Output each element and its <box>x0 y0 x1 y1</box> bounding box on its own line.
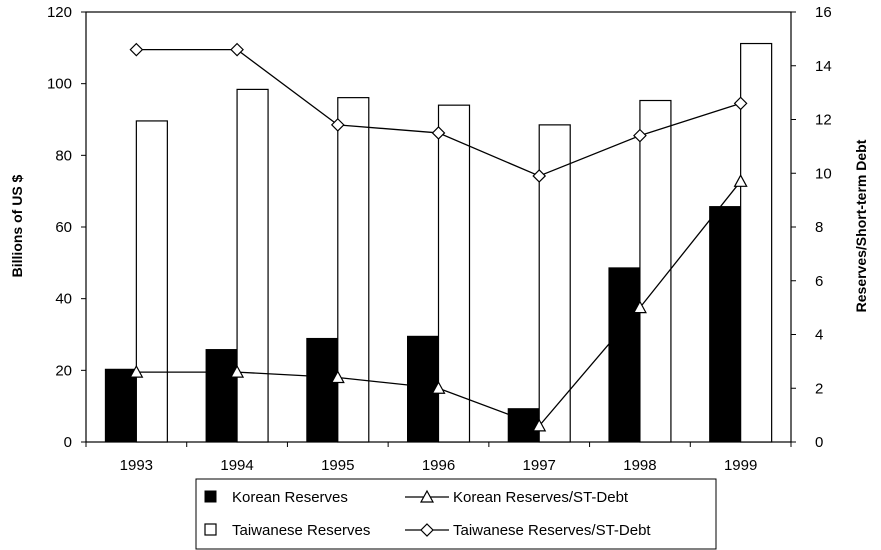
chart-marks <box>104 42 773 443</box>
legend-box <box>195 478 717 550</box>
y2-tick-label-12: 12 <box>815 112 832 129</box>
y2-tick-label-8: 8 <box>815 219 823 236</box>
point-taiwanese-ratio-1993 <box>129 42 144 57</box>
bar-korean-reserves-1997 <box>507 408 540 443</box>
point-korean-ratio-1997 <box>532 418 547 432</box>
y2-axis-title: Reserves/Short-term Debt <box>853 139 869 312</box>
y-tick-label-120: 120 <box>47 4 72 21</box>
y-tick-label-0: 0 <box>64 434 72 451</box>
axes: 0 20 40 60 80 100 120 0 2 4 6 8 10 12 14 16 1993 1994 1995… <box>47 4 832 474</box>
point-taiwanese-ratio-1998 <box>633 128 647 143</box>
point-korean-ratio-1998 <box>632 300 647 314</box>
y2-tick-label-2: 2 <box>815 380 823 397</box>
bar-taiwanese-reserves-1994 <box>236 88 269 443</box>
y2-tick-label-6: 6 <box>815 273 823 290</box>
y-tick-label-80: 80 <box>55 147 72 164</box>
legend-marker-triangle <box>419 489 435 503</box>
y-axis-title: Billions of US $ <box>9 174 25 277</box>
x-tick-label-1993: 1993 <box>120 457 153 474</box>
point-taiwanese-ratio-1994 <box>230 42 244 57</box>
bar-taiwanese-reserves-1999 <box>740 42 773 443</box>
x-tick-label-1996: 1996 <box>422 457 455 474</box>
y2-tick-label-16: 16 <box>815 4 832 21</box>
point-korean-ratio-1995 <box>330 370 345 384</box>
point-taiwanese-ratio-1995 <box>330 118 345 132</box>
bar-taiwanese-reserves-1993 <box>135 120 168 443</box>
point-korean-ratio-1999 <box>733 174 748 187</box>
y2-tick-label-10: 10 <box>815 165 832 182</box>
point-korean-ratio-1996 <box>431 380 446 394</box>
y-tick-label-60: 60 <box>55 219 72 236</box>
legend-marker-diamond <box>420 523 434 537</box>
bar-korean-reserves-1993 <box>104 368 137 443</box>
y2-tick-label-14: 14 <box>815 58 832 75</box>
x-tick-label-1995: 1995 <box>321 457 354 474</box>
legend-label-taiwanese-reserves: Taiwanese Reserves <box>232 522 370 539</box>
x-tick-label-1999: 1999 <box>724 457 757 474</box>
legend-swatch-taiwanese-reserves <box>204 523 217 536</box>
y2-tick-label-0: 0 <box>815 434 823 451</box>
point-taiwanese-ratio-1999 <box>733 96 748 111</box>
bar-taiwanese-reserves-1996 <box>437 104 471 443</box>
bar-korean-reserves-1994 <box>205 349 238 443</box>
bar-korean-reserves-1999 <box>709 206 742 443</box>
bar-taiwanese-reserves-1998 <box>639 99 672 443</box>
y-tick-label-40: 40 <box>55 291 72 308</box>
bar-korean-reserves-1996 <box>407 335 439 443</box>
bar-taiwanese-reserves-1995 <box>337 97 370 443</box>
x-tick-label-1997: 1997 <box>523 457 556 474</box>
legend: Korean Reserves Taiwanese Reserves Korea… <box>195 478 717 550</box>
point-taiwanese-ratio-1996 <box>431 126 446 140</box>
legend-swatch-korean-reserves <box>204 490 217 503</box>
point-korean-ratio-1993 <box>129 364 144 378</box>
legend-label-taiwanese-ratio: Taiwanese Reserves/ST-Debt <box>453 522 651 539</box>
y-tick-label-20: 20 <box>55 362 72 379</box>
legend-label-korean-reserves: Korean Reserves <box>232 489 348 506</box>
x-tick-label-1998: 1998 <box>623 457 656 474</box>
legend-label-korean-ratio: Korean Reserves/ST-Debt <box>453 489 629 506</box>
bar-korean-reserves-1995 <box>306 337 339 443</box>
y-tick-label-100: 100 <box>47 76 72 93</box>
bar-taiwanese-reserves-1997 <box>538 124 571 443</box>
y2-tick-label-4: 4 <box>815 327 823 344</box>
point-korean-ratio-1994 <box>230 364 245 378</box>
x-tick-label-1994: 1994 <box>220 457 253 474</box>
bar-korean-reserves-1998 <box>608 267 641 443</box>
point-taiwanese-ratio-1997 <box>532 169 547 183</box>
